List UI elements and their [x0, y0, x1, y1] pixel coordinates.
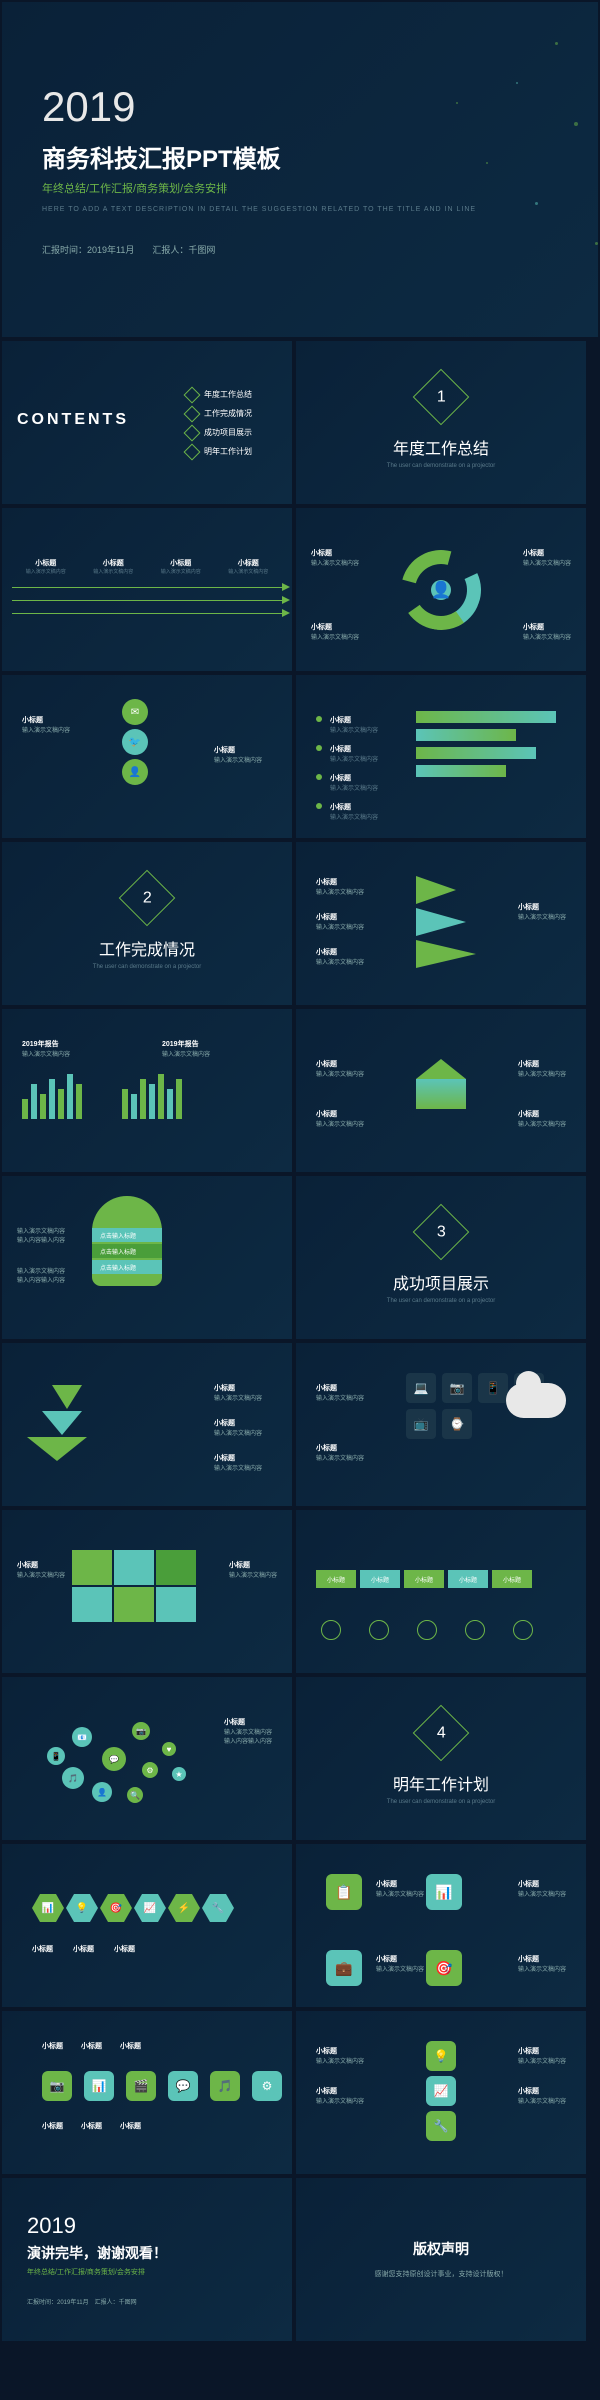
- puzzle-slide: 小标题输入演示文稿内容 小标题输入演示文稿内容: [2, 1510, 292, 1673]
- media-icon: 💬: [168, 2071, 198, 2101]
- copyright-title: 版权声明: [413, 2239, 469, 2259]
- triangle-list: [416, 872, 476, 972]
- circle-icon: ✉: [122, 699, 148, 725]
- section-title: 成功项目展示: [393, 1270, 489, 1294]
- funnel-slide: 小标题输入演示文稿内容 小标题输入演示文稿内容 小标题输入演示文稿内容: [2, 1343, 292, 1506]
- circle-diagram-slide: 👤 小标题输入演示文稿内容 小标题输入演示文稿内容 小标题输入演示文稿内容 小标…: [296, 508, 586, 671]
- triangles-slide: 小标题输入演示文稿内容 小标题输入演示文稿内容 小标题输入演示文稿内容 小标题输…: [296, 842, 586, 1005]
- toc-item: 工作完成情况: [186, 408, 252, 419]
- social-icon-cloud: 💬 📧 📷 🎵 ⚙ 👤 ♥ 📱 🔍 ★: [32, 1707, 202, 1817]
- bars-slide: 小标题输入演示文稿内容 小标题输入演示文稿内容 小标题输入演示文稿内容 小标题输…: [296, 675, 586, 838]
- section-1-slide: 1 年度工作总结 The user can demonstrate on a p…: [296, 341, 586, 504]
- toc-item: 明年工作计划: [186, 446, 252, 457]
- closing-subtitle: 年终总结/工作汇报/商务策划/会务安排: [27, 2267, 267, 2277]
- icon-row: 📷 📊 🎬 💬 🎵 ⚙: [42, 2071, 282, 2101]
- section-sub: The user can demonstrate on a projector: [93, 964, 201, 970]
- gem-shape: [416, 1059, 466, 1119]
- closing-footer: 汇报时间：2019年11月 汇报人：千图网: [27, 2297, 267, 2306]
- media-icon: 🎵: [210, 2071, 240, 2101]
- section-num-diamond: 3: [413, 1203, 470, 1260]
- quad-icon: 📋: [326, 1874, 362, 1910]
- section-4-slide: 4 明年工作计划 The user can demonstrate on a p…: [296, 1677, 586, 1840]
- head-slide: 输入演示文稿内容输入内容输入内容 输入演示文稿内容输入内容输入内容 点击输入标题…: [2, 1176, 292, 1339]
- section-sub: The user can demonstrate on a projector: [387, 1799, 495, 1805]
- cover-slide: 2019 商务科技汇报PPT模板 年终总结/工作汇报/商务策划/会务安排 HER…: [2, 2, 598, 337]
- device-icon: 📺: [406, 1409, 436, 1439]
- bar-charts: [22, 1069, 182, 1119]
- section-2-slide: 2 工作完成情况 The user can demonstrate on a p…: [2, 842, 292, 1005]
- device-icon: ⌚: [442, 1409, 472, 1439]
- globe-dots-bg: [42, 2, 598, 337]
- contents-slide: CONTENTS 年度工作总结 工作完成情况 成功项目展示 明年工作计划: [2, 341, 292, 504]
- closing-year: 2019: [27, 2213, 267, 2239]
- media-icon: 📷: [42, 2071, 72, 2101]
- vertical-circles-slide: ✉ 🐦 👤 小标题输入演示文稿内容 小标题输入演示文稿内容: [2, 675, 292, 838]
- copyright-slide: 版权声明 感谢您支持原创设计事业，支持设计版权！: [296, 2178, 586, 2341]
- quad-slide: 📋 📊 💼 🎯 小标题输入演示文稿内容 小标题输入演示文稿内容 小标题输入演示文…: [296, 1844, 586, 2007]
- media-icon: ⚙: [252, 2071, 282, 2101]
- closing-title: 演讲完毕，谢谢观看！: [27, 2243, 267, 2263]
- charts-slide: 2019年报告输入演示文稿内容 2019年报告输入演示文稿内容: [2, 1009, 292, 1172]
- bullet-list: 小标题输入演示文稿内容 小标题输入演示文稿内容 小标题输入演示文稿内容 小标题输…: [316, 705, 378, 831]
- quad-icon: 🎯: [426, 1950, 462, 1986]
- section-title: 工作完成情况: [99, 936, 195, 960]
- device-icon: 📷: [442, 1373, 472, 1403]
- circle-icon: 🐦: [122, 729, 148, 755]
- funnel-diagram: [52, 1383, 87, 1463]
- closing-slide: 2019 演讲完毕，谢谢观看！ 年终总结/工作汇报/商务策划/会务安排 汇报时间…: [2, 2178, 292, 2341]
- section-title: 年度工作总结: [393, 435, 489, 459]
- media-icon: 🎬: [126, 2071, 156, 2101]
- timeline-diagram: 小标题输入演示文稿内容 小标题输入演示文稿内容 小标题输入演示文稿内容 小标题输…: [12, 558, 282, 626]
- vertical-icon-list: 💡 📈 🔧: [426, 2036, 456, 2146]
- hexagon-slide: 📊💡🎯 📈⚡🔧 小标题 小标题 小标题: [2, 1844, 292, 2007]
- puzzle-diagram: [72, 1550, 196, 1622]
- cloud-icon: [506, 1383, 566, 1418]
- bar-chart: [22, 1069, 82, 1119]
- device-icon: 💻: [406, 1373, 436, 1403]
- icon-cloud-slide: 💬 📧 📷 🎵 ⚙ 👤 ♥ 📱 🔍 ★ 小标题输入演示文稿内容输入内容输入内容: [2, 1677, 292, 1840]
- person-icon: 👤: [431, 580, 451, 600]
- bar-chart: [122, 1069, 182, 1119]
- contents-label: CONTENTS: [17, 411, 129, 429]
- circle-diagram: 👤: [401, 550, 481, 630]
- section-title: 明年工作计划: [393, 1771, 489, 1795]
- toc-item: 成功项目展示: [186, 427, 252, 438]
- copyright-text: 感谢您支持原创设计事业，支持设计版权！: [375, 2269, 508, 2280]
- media-icon: 📊: [84, 2071, 114, 2101]
- quad-icon: 💼: [326, 1950, 362, 1986]
- process-flow: 小标题 小标题 小标题 小标题 小标题: [316, 1570, 532, 1588]
- section-sub: The user can demonstrate on a projector: [387, 1298, 495, 1304]
- timeline-slide: 小标题输入演示文稿内容 小标题输入演示文稿内容 小标题输入演示文稿内容 小标题输…: [2, 508, 292, 671]
- section-num-diamond: 1: [413, 368, 470, 425]
- head-profile: 点击输入标题 点击输入标题 点击输入标题: [92, 1196, 192, 1316]
- toc-list: 年度工作总结 工作完成情况 成功项目展示 明年工作计划: [186, 381, 252, 465]
- circle-icon: 👤: [122, 759, 148, 785]
- hexagon-row: 📊💡🎯 📈⚡🔧: [32, 1894, 234, 1922]
- horizontal-bars: [416, 705, 556, 783]
- icons-cloud-slide: 💻 📷 📱 🖥 📺 ⌚ 小标题输入演示文稿内容 小标题输入演示文稿内容: [296, 1343, 586, 1506]
- toc-item: 年度工作总结: [186, 389, 252, 400]
- vertical-circles: ✉ 🐦 👤: [122, 695, 148, 789]
- device-icon: 📱: [478, 1373, 508, 1403]
- icon-row-slide: 小标题 小标题 小标题 📷 📊 🎬 💬 🎵 ⚙ 小标题 小标题 小标题: [2, 2011, 292, 2174]
- vertical-icons-slide: 💡 📈 🔧 小标题输入演示文稿内容 小标题输入演示文稿内容 小标题输入演示文稿内…: [296, 2011, 586, 2174]
- section-sub: The user can demonstrate on a projector: [387, 463, 495, 469]
- section-num-diamond: 2: [119, 869, 176, 926]
- section-3-slide: 3 成功项目展示 The user can demonstrate on a p…: [296, 1176, 586, 1339]
- process-slide: 小标题 小标题 小标题 小标题 小标题: [296, 1510, 586, 1673]
- section-num-diamond: 4: [413, 1704, 470, 1761]
- gem-slide: 小标题输入演示文稿内容 小标题输入演示文稿内容 小标题输入演示文稿内容 小标题输…: [296, 1009, 586, 1172]
- quad-icon: 📊: [426, 1874, 462, 1910]
